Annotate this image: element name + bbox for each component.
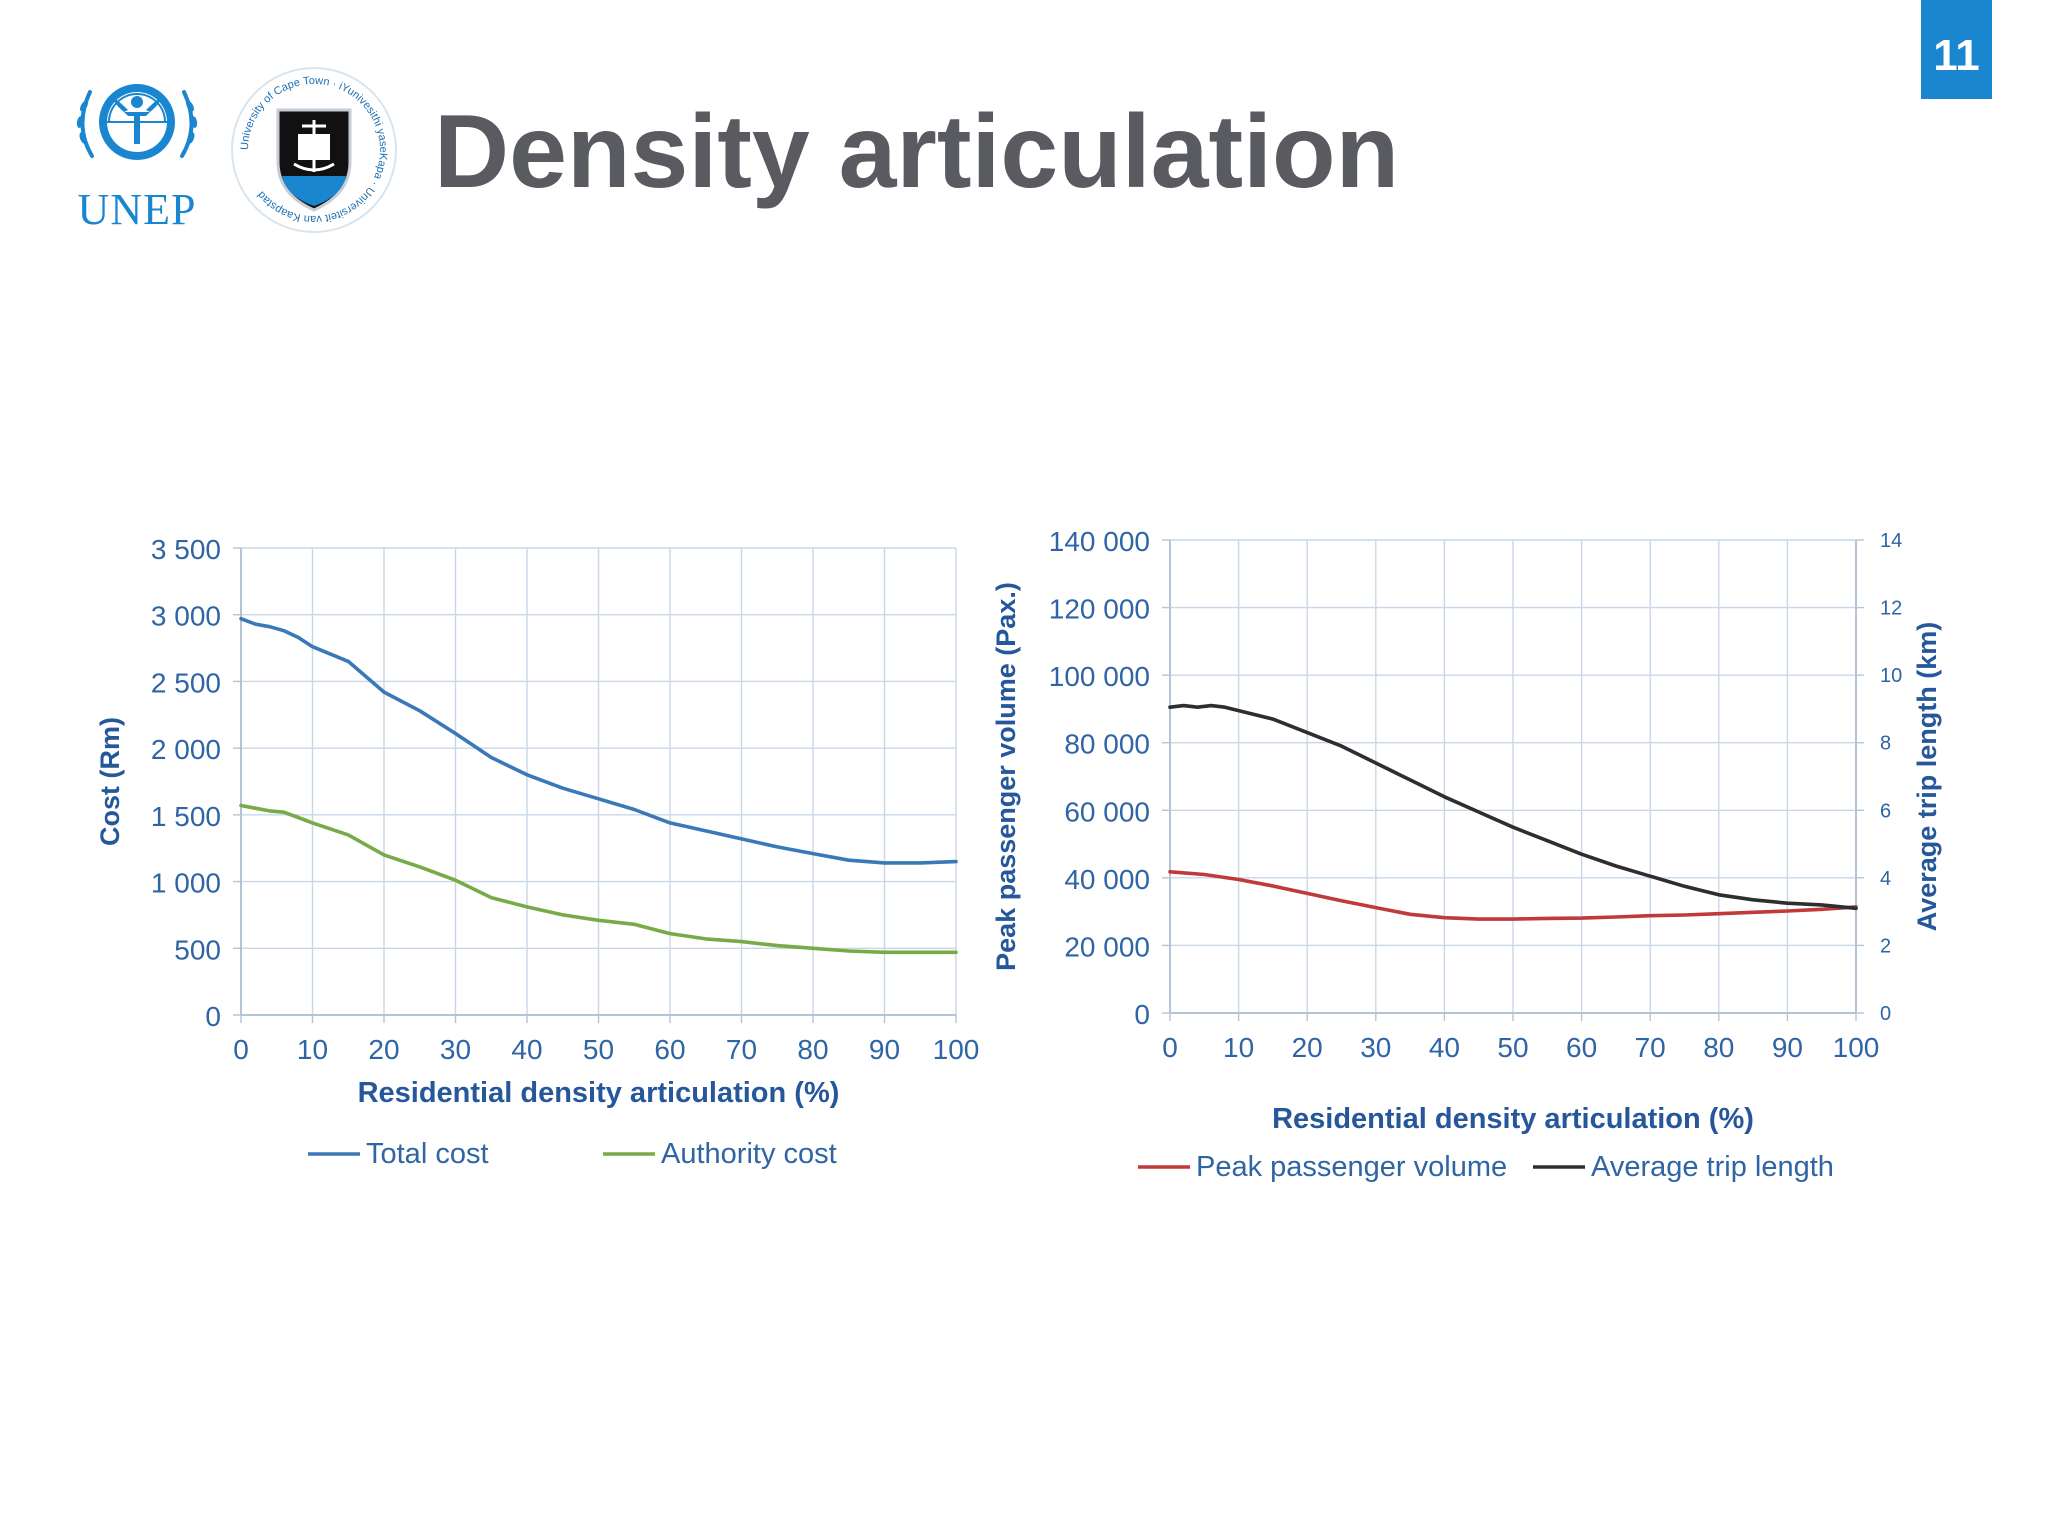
y-tick-label: 60 000	[1064, 796, 1150, 827]
uct-crest-icon: University of Cape Town · iYunivesithi y…	[231, 67, 397, 233]
y-tick-label: 1 500	[151, 801, 221, 832]
y-tick-label: 500	[174, 934, 221, 965]
series-line-peak-passenger-volume	[1168, 869, 1858, 921]
x-tick-label: 60	[1566, 1032, 1597, 1063]
y2-axis-label: Average trip length (km)	[1912, 622, 1942, 932]
x-tick-label: 0	[1162, 1032, 1178, 1063]
y-tick-label: 1 000	[151, 868, 221, 899]
x-tick-label: 60	[654, 1034, 685, 1065]
uct-logo: University of Cape Town · iYunivesithi y…	[228, 64, 400, 236]
x-tick-label: 10	[1223, 1032, 1254, 1063]
y-tick-label: 3 000	[151, 601, 221, 632]
slide-number-badge: 11	[1921, 0, 1992, 99]
y2-tick-label: 0	[1880, 1003, 1891, 1025]
x-tick-label: 20	[1292, 1032, 1323, 1063]
series-line-total-cost	[239, 616, 958, 865]
x-tick-label: 70	[1635, 1032, 1666, 1063]
x-tick-label: 40	[511, 1034, 542, 1065]
y2-tick-label: 2	[1880, 935, 1891, 957]
unep-logo: UNEP	[62, 66, 212, 246]
x-tick-label: 40	[1429, 1032, 1460, 1063]
y-tick-label: 140 000	[1049, 526, 1150, 557]
y2-tick-label: 10	[1880, 665, 1902, 687]
y-tick-label: 0	[205, 1001, 221, 1032]
y-tick-label: 80 000	[1064, 729, 1150, 760]
y2-tick-label: 6	[1880, 800, 1891, 822]
x-axis-label: Residential density articulation (%)	[358, 1077, 840, 1109]
legend-label: Average trip length	[1591, 1151, 1834, 1183]
series-line-authority-cost	[239, 803, 958, 955]
y-axis-label: Cost (Rm)	[95, 717, 125, 846]
y-tick-label: 120 000	[1049, 594, 1150, 625]
y2-tick-label: 14	[1880, 530, 1902, 552]
y2-tick-label: 8	[1880, 733, 1891, 755]
x-tick-label: 80	[797, 1034, 828, 1065]
x-tick-label: 80	[1703, 1032, 1734, 1063]
x-axis-label: Residential density articulation (%)	[1272, 1103, 1754, 1135]
slide-number-text: 11	[1933, 30, 1980, 80]
x-tick-label: 0	[233, 1034, 249, 1065]
unep-logo-text: UNEP	[77, 185, 197, 234]
y-tick-label: 0	[1134, 999, 1150, 1030]
x-tick-label: 30	[440, 1034, 471, 1065]
y-tick-label: 100 000	[1049, 661, 1150, 692]
x-tick-label: 20	[368, 1034, 399, 1065]
y2-tick-label: 4	[1880, 868, 1891, 890]
y-tick-label: 20 000	[1064, 931, 1150, 962]
y-tick-label: 2 000	[151, 734, 221, 765]
x-tick-label: 90	[869, 1034, 900, 1065]
y2-tick-label: 12	[1880, 598, 1902, 620]
y-tick-label: 40 000	[1064, 864, 1150, 895]
x-tick-label: 10	[297, 1034, 328, 1065]
x-tick-label: 30	[1360, 1032, 1391, 1063]
y-axis-label: Peak passenger volume (Pax.)	[991, 582, 1021, 971]
x-tick-label: 70	[726, 1034, 757, 1065]
x-tick-label: 50	[1497, 1032, 1528, 1063]
unep-emblem-icon	[76, 84, 198, 160]
slide-title: Density articulation	[434, 94, 1400, 210]
legend-label: Authority cost	[661, 1138, 837, 1170]
charts-panel: 0 500 1 000 1 500 2 000 2 500 3 000 3 500 0 10 20 3…	[90, 510, 1970, 1220]
x-tick-label: 100	[1833, 1032, 1880, 1063]
legend-label: Total cost	[366, 1138, 489, 1170]
y-tick-label: 2 500	[151, 667, 221, 698]
series-line-average-trip-length	[1168, 703, 1858, 911]
y-tick-label: 3 500	[151, 534, 221, 565]
x-tick-label: 50	[583, 1034, 614, 1065]
x-tick-label: 100	[933, 1034, 980, 1065]
legend-label: Peak passenger volume	[1196, 1151, 1507, 1183]
x-tick-label: 90	[1772, 1032, 1803, 1063]
